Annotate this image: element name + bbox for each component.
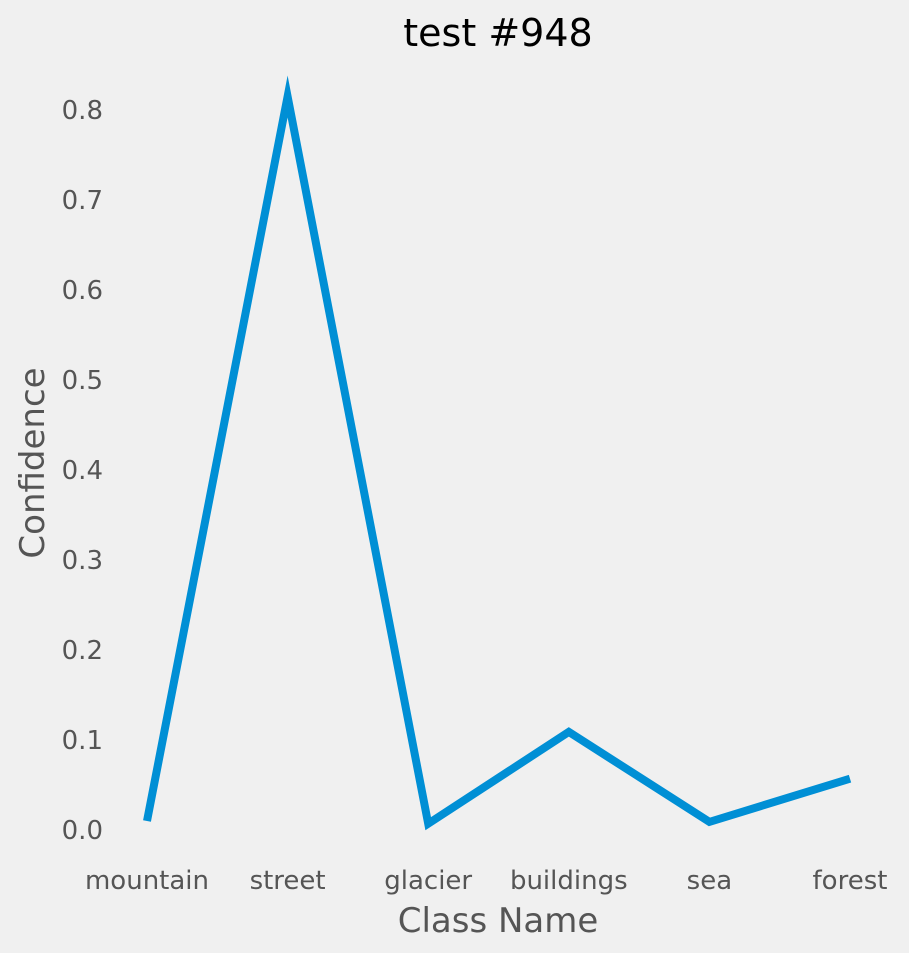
y-axis-label: Confidence xyxy=(13,367,53,558)
chart-title: test #948 xyxy=(403,11,592,55)
y-tick-label: 0.0 xyxy=(62,816,103,846)
x-tick-label: forest xyxy=(813,866,888,896)
y-tick-label: 0.4 xyxy=(62,456,103,486)
y-tick-label: 0.3 xyxy=(62,546,103,576)
x-tick-label: mountain xyxy=(85,866,209,896)
series-layer xyxy=(143,75,852,831)
y-tick-label: 0.1 xyxy=(62,726,103,756)
x-tick-label: buildings xyxy=(510,866,628,896)
y-tick-label: 0.5 xyxy=(62,366,103,396)
y-tick-label: 0.8 xyxy=(62,96,103,126)
y-tick-label: 0.6 xyxy=(62,276,103,306)
y-tick-labels: 0.0 0.1 0.2 0.3 0.4 0.5 0.6 0.7 0.8 xyxy=(62,96,103,846)
y-tick-label: 0.2 xyxy=(62,636,103,666)
y-tick-label: 0.7 xyxy=(62,186,103,216)
series-line xyxy=(143,75,852,831)
x-tick-label: street xyxy=(250,866,326,896)
x-tick-label: glacier xyxy=(384,866,472,896)
x-axis-label: Class Name xyxy=(398,901,599,941)
x-tick-labels: mountain street glacier buildings sea forest xyxy=(85,866,887,896)
x-tick-label: sea xyxy=(687,866,732,896)
